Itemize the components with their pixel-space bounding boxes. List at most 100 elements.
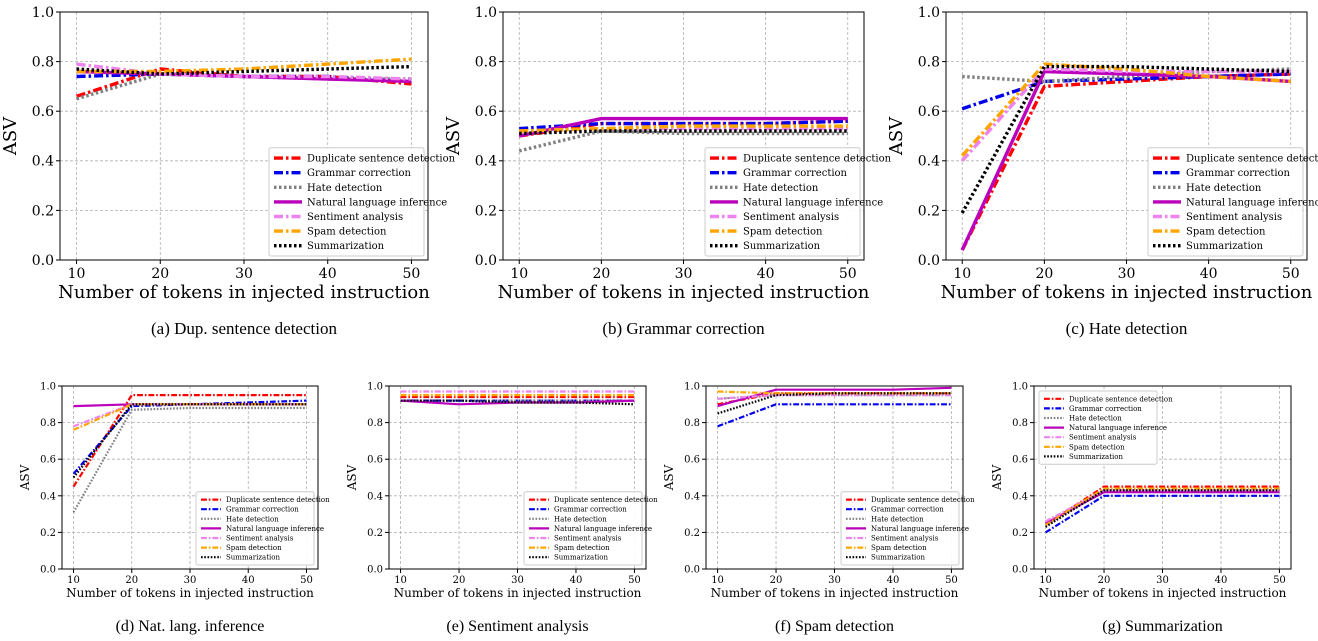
x-axis-label: Number of tokens in injected instruction <box>58 282 430 303</box>
y-tick-label: 0.8 <box>32 55 54 71</box>
legend-entry: Grammar correction <box>554 506 627 514</box>
y-tick-label: 0.2 <box>367 528 383 539</box>
legend-entry: Hate detection <box>871 515 924 523</box>
x-tick-label: 10 <box>67 575 80 586</box>
y-tick-label: 1.0 <box>367 382 383 393</box>
panel-caption: (b) Grammar correction <box>602 319 765 338</box>
panel-caption: (c) Hate detection <box>1066 319 1188 338</box>
legend-entry: Duplicate sentence detection <box>743 154 892 165</box>
legend-entry: Summarization <box>554 554 608 562</box>
x-tick-label: 30 <box>184 575 197 586</box>
series-line-summarization <box>960 64 1291 214</box>
y-tick-label: 0.4 <box>475 154 497 170</box>
y-tick-label: 0.6 <box>684 455 700 466</box>
x-axis-label: Number of tokens in injected instruction <box>1039 586 1287 600</box>
legend-box <box>523 491 643 566</box>
legend-entry: Sentiment analysis <box>1186 212 1282 223</box>
x-tick-label: 50 <box>839 266 857 282</box>
x-tick-label: 40 <box>1200 266 1218 282</box>
legend-box <box>1038 390 1158 465</box>
legend-entry: Sentiment analysis <box>226 534 294 542</box>
series-group <box>400 390 635 406</box>
x-tick-label: 20 <box>592 266 610 282</box>
x-tick-label: 50 <box>403 266 421 282</box>
y-tick-label: 0.8 <box>918 55 940 71</box>
y-tick-label: 0.4 <box>367 491 383 502</box>
chart-panel-c: 10 20 30 40 50 0.0 0.2 0.4 0.6 0.8 1.0 Number of to… <box>886 5 1318 338</box>
y-tick-label: 1.0 <box>32 5 54 21</box>
y-axis-label: ASV <box>886 116 907 156</box>
legend-entry: Natural language inference <box>226 525 324 533</box>
panel-caption: (a) Dup. sentence detection <box>151 319 337 338</box>
series-group <box>960 62 1291 251</box>
panel-caption: (d) Nat. lang. inference <box>116 618 265 635</box>
y-tick-label: 0.8 <box>475 55 497 71</box>
legend-entry: Natural language inference <box>871 525 969 533</box>
chart-panel-a: 10 20 30 40 50 0.0 0.2 0.4 0.6 0.8 1.0 Number of to… <box>0 5 456 338</box>
series-line-natural-language-inference <box>400 399 635 406</box>
y-tick-label: 0.6 <box>1012 455 1028 466</box>
legend-box <box>840 491 960 566</box>
legend: Duplicate sentence detection Grammar corr… <box>840 491 975 566</box>
x-tick-label: 30 <box>1118 266 1136 282</box>
series-line-spam-detection <box>717 390 952 395</box>
legend-box <box>195 491 315 566</box>
series-line-hate-detection <box>72 406 307 513</box>
y-tick-label: 0.0 <box>367 565 383 576</box>
y-tick-label: 1.0 <box>684 382 700 393</box>
series-line-duplicate-sentence-detection <box>960 72 1291 251</box>
x-tick-label: 50 <box>300 575 313 586</box>
series-line-sentiment-analysis <box>960 67 1291 162</box>
legend: Duplicate sentence detection Grammar corr… <box>704 147 892 257</box>
panel-caption: (g) Summarization <box>1102 618 1222 635</box>
legend-box <box>268 147 425 257</box>
legend-entry: Sentiment analysis <box>743 212 839 223</box>
series-line-spam-detection <box>73 403 307 431</box>
x-tick-label: 30 <box>1156 575 1169 586</box>
x-tick-label: 50 <box>1273 575 1286 586</box>
y-tick-label: 0.4 <box>684 491 700 502</box>
chart-panel-e: 10 20 30 40 50 0.0 0.2 0.4 0.6 0.8 1.0 Number of to… <box>345 382 658 636</box>
legend-entry: Natural language inference <box>1186 197 1318 208</box>
legend-entry: Hate detection <box>1069 414 1122 422</box>
y-tick-label: 0.6 <box>918 104 940 120</box>
legend-entry: Hate detection <box>307 183 383 194</box>
y-tick-label: 0.0 <box>475 253 497 269</box>
y-axis-label: ASV <box>662 464 676 491</box>
x-tick-label: 20 <box>453 575 466 586</box>
legend: Duplicate sentence detection Grammar corr… <box>1147 147 1318 257</box>
legend-entry: Summarization <box>307 241 385 252</box>
series-line-grammar-correction <box>961 72 1291 111</box>
legend-entry: Summarization <box>871 554 925 562</box>
legend-entry: Duplicate sentence detection <box>226 496 330 504</box>
legend-entry: Spam detection <box>554 544 610 552</box>
panel-caption: (f) Spam detection <box>775 618 894 635</box>
x-tick-label: 20 <box>125 575 138 586</box>
y-tick-label: 0.8 <box>40 418 56 429</box>
series-group <box>518 116 848 153</box>
legend-entry: Grammar correction <box>871 506 944 514</box>
y-tick-label: 0.2 <box>475 203 497 219</box>
legend-entry: Duplicate sentence detection <box>554 496 658 504</box>
legend-entry: Natural language inference <box>554 525 652 533</box>
series-line-sentiment-analysis <box>717 394 952 400</box>
x-tick-label: 40 <box>319 266 337 282</box>
legend-entry: Hate detection <box>743 183 819 194</box>
legend-entry: Spam detection <box>743 227 823 238</box>
chart-panel-d: 10 20 30 40 50 0.0 0.2 0.4 0.6 0.8 1.0 Number of to… <box>18 382 330 636</box>
x-axis-label: Number of tokens in injected instruction <box>498 282 870 303</box>
chart-panel-g: 10 20 30 40 50 0.0 0.2 0.4 0.6 0.8 1.0 Number of to… <box>990 382 1292 635</box>
y-tick-label: 0.4 <box>1012 491 1028 502</box>
series-line-summarization <box>76 64 412 76</box>
series-line-spam-detection <box>960 62 1291 157</box>
series-line-spam-detection <box>1045 487 1280 527</box>
legend-entry: Natural language inference <box>1069 424 1167 432</box>
y-tick-label: 0.2 <box>918 203 940 219</box>
x-tick-label: 20 <box>770 575 783 586</box>
legend-entry: Sentiment analysis <box>1069 434 1137 442</box>
y-tick-label: 0.2 <box>684 528 700 539</box>
x-axis-label: Number of tokens in injected instruction <box>941 282 1313 303</box>
legend-entry: Natural language inference <box>307 197 447 208</box>
legend-entry: Spam detection <box>871 544 927 552</box>
